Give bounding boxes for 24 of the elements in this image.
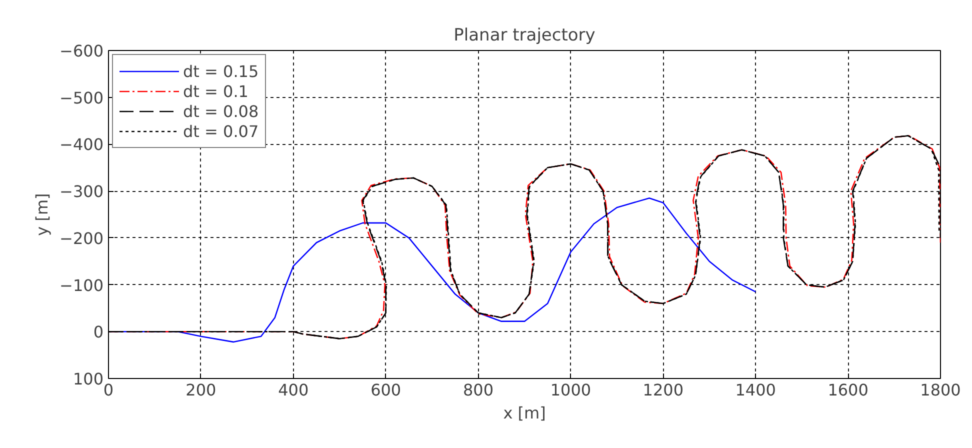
- x-tick-label: 200: [186, 380, 216, 400]
- legend-label: dt = 0.15: [183, 62, 259, 80]
- chart-title: Planar trajectory: [454, 26, 596, 46]
- x-tick-label: 400: [278, 380, 309, 400]
- x-tick-label: 1200: [642, 380, 684, 400]
- x-tick-label: 1600: [828, 380, 868, 400]
- y-tick-label: −200: [60, 228, 104, 248]
- x-tick-label: 1400: [735, 380, 776, 400]
- x-tick-label: 1800: [920, 380, 961, 400]
- x-tick-label: 1000: [550, 380, 592, 400]
- y-tick-label: 100: [72, 370, 104, 388]
- y-tick-label: −600: [60, 42, 104, 60]
- y-tick-label: −100: [60, 276, 104, 295]
- y-axis-title: y [m]: [32, 193, 52, 236]
- legend-label: dt = 0.08: [183, 102, 259, 120]
- y-tick-label: 0: [93, 322, 104, 342]
- y-tick-label: −500: [60, 88, 104, 108]
- x-tick-label: 800: [463, 380, 494, 400]
- x-tick-label: 600: [370, 380, 402, 400]
- y-tick-label: −400: [60, 135, 104, 154]
- legend-label: dt = 0.07: [183, 122, 259, 140]
- y-tick-label: −300: [60, 182, 104, 202]
- legend-label: dt = 0.1: [183, 82, 248, 100]
- x-axis-title: x [m]: [503, 404, 546, 422]
